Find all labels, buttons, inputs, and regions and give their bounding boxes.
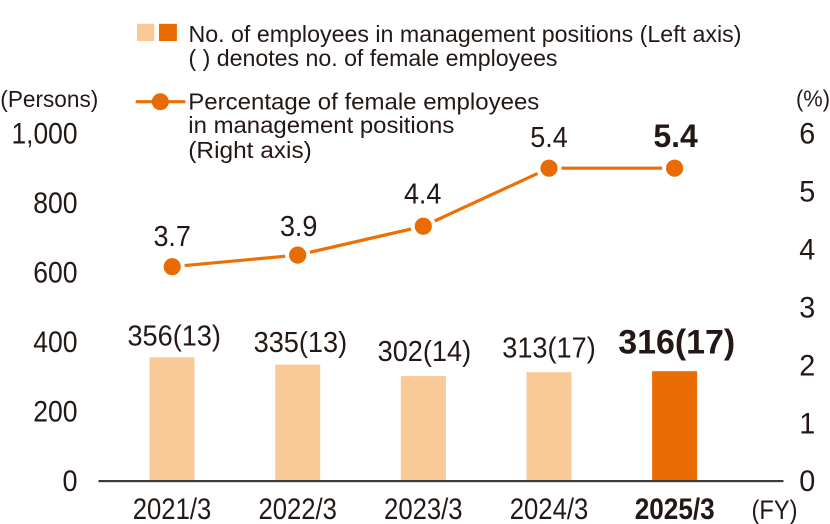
svg-text:(Persons): (Persons) bbox=[0, 86, 98, 112]
svg-text:2024/3: 2024/3 bbox=[510, 493, 589, 524]
svg-text:800: 800 bbox=[33, 187, 77, 220]
svg-text:600: 600 bbox=[33, 257, 77, 290]
svg-text:6: 6 bbox=[799, 118, 815, 151]
svg-text:400: 400 bbox=[33, 326, 77, 359]
svg-text:5.4: 5.4 bbox=[530, 122, 568, 154]
svg-text:356(13): 356(13) bbox=[127, 321, 221, 353]
svg-text:5.4: 5.4 bbox=[653, 118, 698, 154]
svg-text:4: 4 bbox=[799, 234, 815, 267]
svg-text:1: 1 bbox=[799, 407, 815, 440]
svg-text:(Right axis): (Right axis) bbox=[188, 137, 311, 163]
svg-text:4.4: 4.4 bbox=[404, 178, 442, 210]
svg-text:1,000: 1,000 bbox=[12, 118, 78, 151]
svg-text:Percentage of female employees: Percentage of female employees bbox=[188, 89, 539, 115]
svg-text:3.7: 3.7 bbox=[153, 221, 191, 253]
svg-text:5: 5 bbox=[799, 176, 815, 209]
svg-text:316(17): 316(17) bbox=[618, 323, 735, 361]
svg-text:3.9: 3.9 bbox=[280, 211, 318, 243]
svg-text:200: 200 bbox=[33, 396, 77, 429]
svg-text:( ) denotes no. of female empl: ( ) denotes no. of female employees bbox=[189, 45, 558, 71]
svg-text:3: 3 bbox=[799, 292, 815, 325]
svg-text:313(17): 313(17) bbox=[502, 332, 596, 364]
svg-text:2025/3: 2025/3 bbox=[635, 493, 715, 524]
svg-text:in management positions: in management positions bbox=[188, 112, 454, 138]
svg-text:335(13): 335(13) bbox=[254, 327, 348, 359]
svg-text:2: 2 bbox=[799, 349, 815, 382]
svg-text:(%): (%) bbox=[796, 86, 830, 112]
svg-text:0: 0 bbox=[799, 465, 815, 498]
svg-text:2021/3: 2021/3 bbox=[133, 493, 212, 524]
svg-text:2022/3: 2022/3 bbox=[258, 493, 337, 524]
svg-text:2023/3: 2023/3 bbox=[384, 493, 463, 524]
svg-text:(FY): (FY) bbox=[752, 495, 798, 524]
svg-text:0: 0 bbox=[63, 465, 78, 498]
svg-text:302(14): 302(14) bbox=[378, 336, 472, 368]
svg-text:No. of employees in management: No. of employees in management positions… bbox=[189, 21, 742, 47]
